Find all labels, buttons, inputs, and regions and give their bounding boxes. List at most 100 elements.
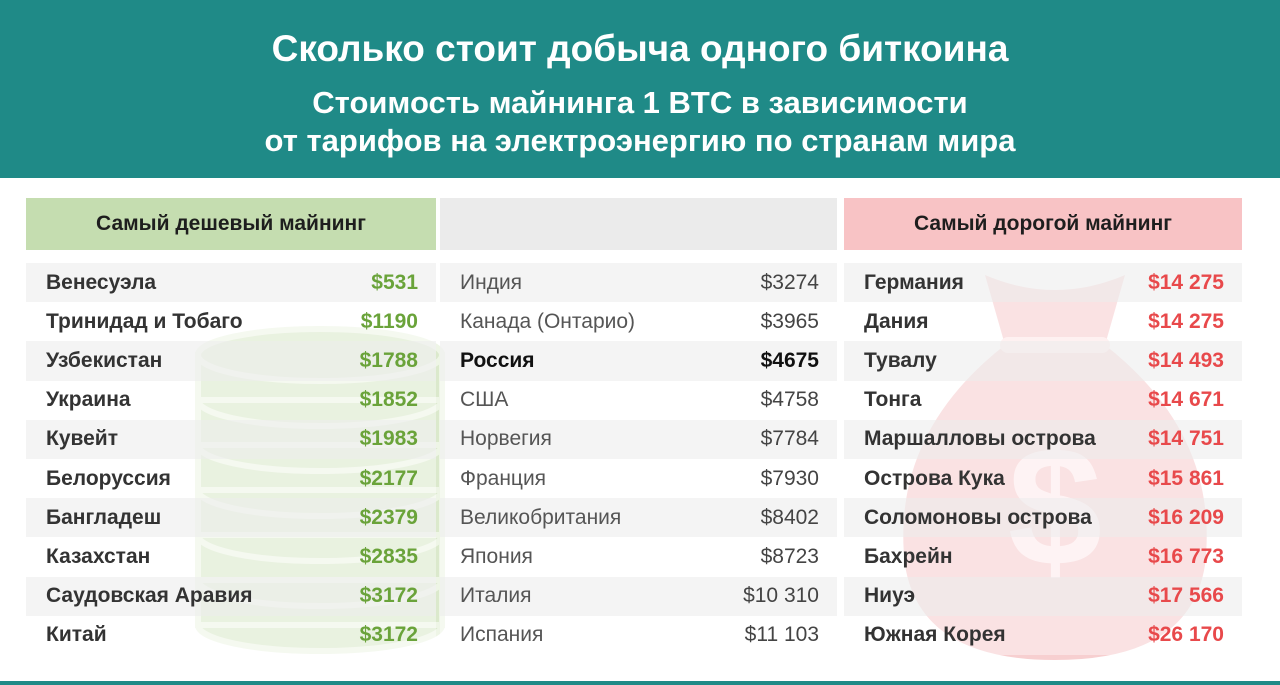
expensive-list: Германия $14 275 Дания $14 275 Тувалу $14 493… [844,263,1242,655]
country-name: Канада (Онтарио) [460,309,636,333]
country-name: Италия [460,584,532,608]
mining-cost: $16 773 [1148,544,1224,568]
middle-column: Индия $3274 Канада (Онтарио) $3965 Россия $46… [440,198,837,655]
table-row: Япония $8723 [440,537,837,577]
country-name: Венесуэла [46,270,157,294]
cheap-list: Венесуэла $531 Тринидад и Тобаго $1190 Узбек… [26,263,436,655]
table-row: Китай $3172 [26,615,436,655]
table-row: Саудовская Аравия $3172 [26,576,436,616]
table-row: Белоруссия $2177 [26,458,436,499]
mining-cost: $1852 [359,388,418,412]
country-name: Германия [864,270,964,294]
mining-cost: $3172 [359,584,418,608]
table-row: Казахстан $2835 [26,537,436,577]
header-banner: Сколько стоит добыча одного биткоина Сто… [0,0,1280,178]
mining-cost: $15 861 [1148,466,1224,490]
mining-cost: $10 310 [743,584,819,608]
bottom-divider [0,681,1280,685]
mining-cost: $3274 [760,270,819,294]
country-name: Тувалу [864,348,937,372]
country-name: Маршалловы острова [864,427,1096,451]
country-name: США [460,388,509,412]
page-title: Сколько стоит добыча одного биткоина [271,28,1009,69]
mining-cost: $2177 [359,466,418,490]
mining-cost: $7784 [760,427,819,451]
table-row: Норвегия $7784 [440,419,837,459]
country-name: Белоруссия [46,466,171,490]
country-name: Дания [864,309,929,333]
table-row: Соломоновы острова $16 209 [844,498,1242,538]
table-row: Дания $14 275 [844,302,1242,342]
table-row: Острова Кука $15 861 [844,458,1242,499]
table-row: Бахрейн $16 773 [844,537,1242,577]
cheap-column: Самый дешевый майнинг Венесуэла $531 Трини… [26,198,436,655]
mining-cost: $7930 [760,466,819,490]
country-name: Бахрейн [864,544,953,568]
country-name: Соломоновы острова [864,505,1092,529]
table-row: Украина $1852 [26,380,436,420]
table-row: Великобритания $8402 [440,498,837,538]
table-row: Южная Корея $26 170 [844,615,1242,655]
table-row: Венесуэла $531 [26,263,436,303]
country-name: Тринидад и Тобаго [46,309,243,333]
country-name: Испания [460,623,544,647]
expensive-column: Самый дорогой майнинг Германия $14 275 Дан… [844,198,1242,655]
cheap-heading: Самый дешевый майнинг [26,198,436,250]
table-row: Бангладеш $2379 [26,498,436,538]
mining-cost: $1983 [359,427,418,451]
country-name: Норвегия [460,427,552,451]
table-row: Тувалу $14 493 [844,341,1242,381]
table-row: Канада (Онтарио) $3965 [440,302,837,342]
mining-cost: $14 671 [1148,388,1224,412]
table-row: Тринидад и Тобаго $1190 [26,302,436,342]
table-row: Италия $10 310 [440,576,837,616]
country-name: Франция [460,466,547,490]
mining-cost: $26 170 [1148,623,1224,647]
table-row: Узбекистан $1788 [26,341,436,381]
mining-cost: $14 275 [1148,270,1224,294]
page-subtitle: Стоимость майнинга 1 BTC в зависимости о… [0,84,1280,160]
middle-heading [440,198,837,250]
country-name: Великобритания [460,505,622,529]
mining-cost: $531 [371,270,418,294]
mining-cost: $1788 [359,348,418,372]
country-name: Россия [460,348,535,372]
mining-cost: $3965 [760,309,819,333]
mining-cost: $4675 [760,348,819,372]
country-name: Бангладеш [46,505,162,529]
mining-cost: $8402 [760,505,819,529]
country-name: Китай [46,623,107,647]
mining-cost: $4758 [760,388,819,412]
mining-cost: $17 566 [1148,584,1224,608]
mining-cost: $8723 [760,544,819,568]
country-name: Южная Корея [864,623,1006,647]
middle-list: Индия $3274 Канада (Онтарио) $3965 Россия $46… [440,263,837,655]
table-row: Тонга $14 671 [844,380,1242,420]
mining-cost: $14 493 [1148,348,1224,372]
mining-cost: $2379 [359,505,418,529]
mining-cost: $14 751 [1148,427,1224,451]
table-row: Маршалловы острова $14 751 [844,419,1242,459]
country-name: Украина [46,388,131,412]
mining-cost: $2835 [359,544,418,568]
subtitle-line-2: от тарифов на электроэнергию по странам … [264,123,1016,158]
country-name: Саудовская Аравия [46,584,253,608]
country-name: Узбекистан [46,348,163,372]
table-row: Кувейт $1983 [26,419,436,459]
mining-cost: $3172 [359,623,418,647]
mining-cost: $11 103 [744,623,819,647]
country-name: Острова Кука [864,466,1005,490]
country-name: Япония [460,544,533,568]
country-name: Тонга [864,388,922,412]
table-row: Франция $7930 [440,458,837,499]
table-row: Ниуэ $17 566 [844,576,1242,616]
table-row: Германия $14 275 [844,263,1242,303]
country-name: Казахстан [46,544,151,568]
subtitle-line-1: Стоимость майнинга 1 BTC в зависимости [312,85,968,120]
table-row: Россия $4675 [440,341,837,381]
country-name: Кувейт [46,427,119,451]
table-row: Испания $11 103 [440,615,837,655]
mining-cost: $14 275 [1148,309,1224,333]
table-row: Индия $3274 [440,263,837,303]
expensive-heading: Самый дорогой майнинг [844,198,1242,250]
